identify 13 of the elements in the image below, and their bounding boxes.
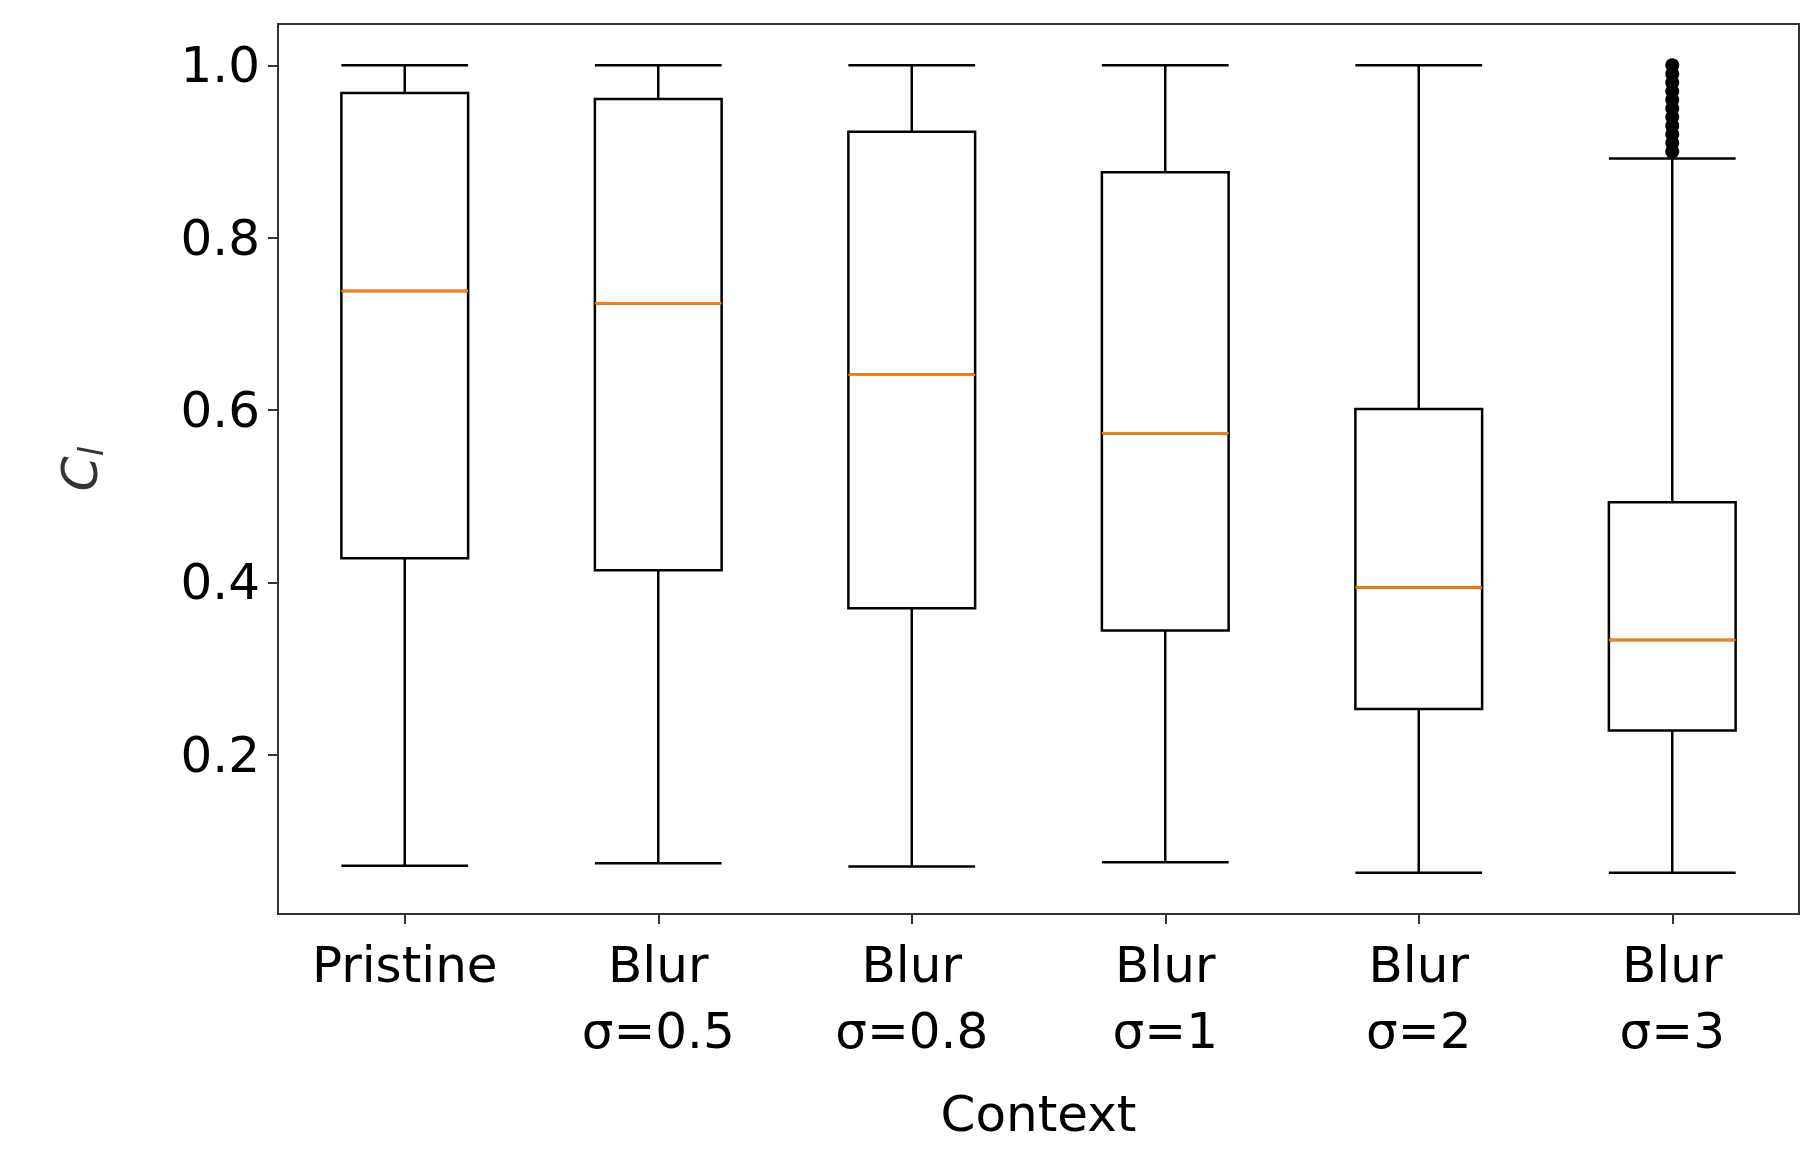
x-tick-label: Pristine [311,936,498,994]
x-tick-label: Blur σ=2 [1366,936,1472,1060]
x-axis-title: Context [940,1085,1137,1143]
y-tick-label: 0.6 [180,380,260,439]
x-tick-label: Blur σ=3 [1619,936,1725,1060]
y-tick-label: 1.0 [180,36,260,95]
x-tick-label: Blur σ=1 [1112,936,1218,1060]
y-tick-label: 0.8 [180,208,260,267]
y-tick-label: 0.4 [180,553,260,612]
y-tick-label: 0.2 [180,725,260,784]
x-tick-label: Blur σ=0.8 [835,936,989,1060]
y-axis-title: Cl [51,446,111,492]
x-tick-label: Blur σ=0.5 [581,936,735,1060]
